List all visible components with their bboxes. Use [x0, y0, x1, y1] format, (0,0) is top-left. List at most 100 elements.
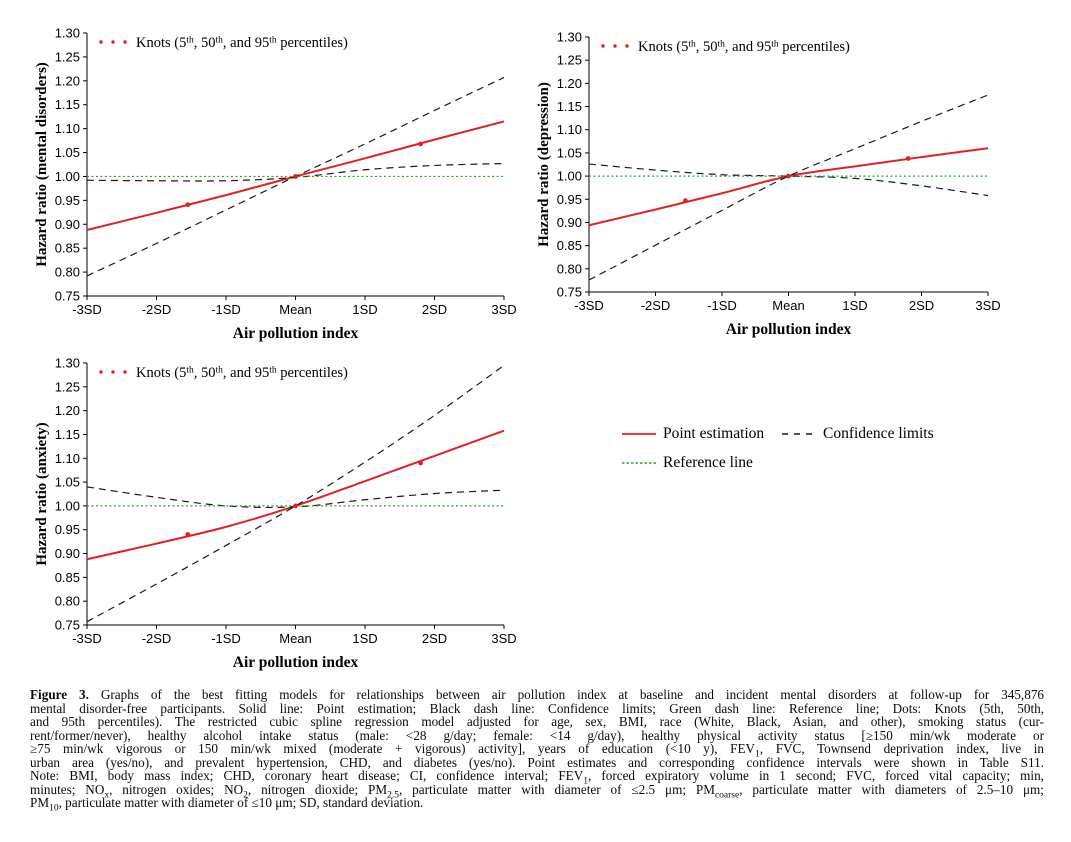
- x-tick-label: Mean: [279, 302, 312, 317]
- x-tick-label: 2SD: [422, 302, 447, 317]
- x-tick-label: 2SD: [909, 298, 934, 313]
- y-tick-label: 1.15: [557, 99, 582, 114]
- legend-row-2: Reference line: [622, 448, 934, 477]
- y-tick-label: 1.10: [557, 122, 582, 137]
- legend-row-1: Point estimation Confidence limits: [622, 419, 934, 448]
- inplot-knots-legend: Knots (5th, 50th, and 95th percentiles): [99, 35, 348, 51]
- y-tick-label: 0.75: [55, 618, 80, 633]
- x-tick-label: -2SD: [142, 631, 172, 646]
- legend-label-reference-line: Reference line: [663, 453, 753, 471]
- x-axis-title: Air pollution index: [233, 325, 359, 342]
- y-tick-label: 1.25: [55, 49, 80, 64]
- y-tick-label: 0.85: [55, 570, 80, 585]
- y-tick-label: 1.25: [557, 53, 582, 68]
- knots-legend-label: Knots (5th, 50th, and 95th percentiles): [136, 35, 348, 51]
- y-tick-label: 0.85: [557, 238, 582, 253]
- x-tick-label: 2SD: [422, 631, 447, 646]
- legend-label-point-estimation: Point estimation: [663, 424, 765, 442]
- x-tick-label: -3SD: [72, 631, 102, 646]
- caption-line-3: and 95th percentiles). The restricted cu…: [30, 714, 1044, 730]
- caption-line-9: PM10, particulate matter with diameter o…: [30, 795, 424, 815]
- x-tick-label: -3SD: [72, 302, 102, 317]
- caption-line-6: urban area (yes/no), and prevalent hyper…: [30, 754, 1044, 770]
- chart-panel-anxiety: 0.75 0.80 0.85 0.90 0.95 1.00 1.05 1.10 1.15 1.20…: [0, 340, 530, 690]
- x-tick-label: -2SD: [641, 298, 671, 313]
- x-tick-label: Mean: [279, 631, 312, 646]
- axes: 0.75 0.80 0.85 0.90 0.95 1.00 1.05 1.10 1.15 1.20…: [55, 26, 517, 318]
- y-tick-label: 1.25: [55, 379, 80, 394]
- y-axis-title: Hazard ratio (mental disorders): [34, 62, 50, 267]
- spline-chart-anxiety: 0.75 0.80 0.85 0.90 0.95 1.00 1.05 1.10 1.15 1.20…: [34, 356, 517, 672]
- axes: 0.75 0.80 0.85 0.90 0.95 1.00 1.05 1.10 1.15 1.20…: [55, 356, 517, 647]
- x-tick-label: Mean: [772, 298, 805, 313]
- knots-legend-dot: [123, 40, 127, 44]
- y-tick-label: 1.00: [557, 169, 582, 184]
- figure-caption: Figure 3. Graphs of the best fitting mod…: [30, 687, 1045, 815]
- x-tick-label: 3SD: [491, 631, 516, 646]
- knot-dot: [683, 198, 688, 204]
- y-tick-label: 0.85: [55, 241, 80, 256]
- x-axis-title: Air pollution index: [233, 654, 359, 671]
- chart-panel-depression: 0.75 0.80 0.85 0.90 0.95 1.00 1.05 1.10 1.15 1.20…: [535, 0, 1065, 350]
- y-tick-label: 1.00: [55, 169, 80, 184]
- series-lines: [86, 364, 505, 623]
- y-tick-label: 0.80: [557, 261, 582, 276]
- y-tick-label: 1.15: [55, 97, 80, 112]
- y-tick-label: 0.90: [55, 217, 80, 232]
- caption-line-2: mental disorder-free participants. Solid…: [30, 700, 1044, 716]
- y-tick-label: 1.00: [55, 498, 80, 513]
- confidence-limits-line-swatch: [782, 432, 816, 435]
- knot-dot: [786, 173, 791, 179]
- y-tick-label: 1.10: [55, 451, 80, 466]
- legend-label-confidence-limits: Confidence limits: [823, 424, 934, 442]
- y-tick-label: 1.30: [55, 26, 80, 41]
- y-tick-label: 0.95: [557, 192, 582, 207]
- knots-legend-dot: [625, 44, 629, 48]
- x-tick-label: -1SD: [707, 298, 737, 313]
- caption-line-5: ≥75 min/wk vigorous or 150 min/wk mixed …: [30, 741, 1044, 760]
- y-tick-label: 1.30: [557, 30, 582, 45]
- y-tick-label: 0.80: [55, 265, 80, 280]
- reference-line-swatch: [622, 461, 656, 464]
- caption-line-8: minutes; NOx, nitrogen oxides; NO2, nitr…: [30, 781, 1044, 801]
- knot-dot: [905, 156, 911, 161]
- x-tick-label: 3SD: [975, 298, 1000, 313]
- y-tick-label: 0.95: [55, 522, 80, 537]
- axes: 0.75 0.80 0.85 0.90 0.95 1.00 1.05 1.10 1.15 1.20…: [557, 30, 1001, 314]
- knot-dot: [185, 202, 191, 208]
- knots-legend-dot: [99, 370, 103, 374]
- knot-dot: [185, 532, 191, 537]
- x-axis-title: Air pollution index: [726, 321, 852, 338]
- x-tick-label: -2SD: [142, 302, 172, 317]
- knot-dots: [683, 156, 911, 204]
- y-tick-label: 1.20: [557, 76, 582, 91]
- inplot-knots-legend: Knots (5th, 50th, and 95th percentiles): [601, 39, 850, 55]
- series-ci: [86, 364, 505, 623]
- knots-legend-dot: [601, 44, 605, 48]
- caption-line-1: Figure 3. Graphs of the best fitting mod…: [30, 687, 1045, 702]
- knot-dot: [418, 141, 423, 147]
- y-axis-title: Hazard ratio (depression): [536, 82, 552, 247]
- y-tick-label: 0.95: [55, 193, 80, 208]
- y-tick-label: 0.75: [557, 285, 582, 300]
- series-point: [86, 429, 505, 561]
- knots-legend-dot: [111, 370, 115, 374]
- shared-legend: Point estimation Confidence limits Refer…: [622, 419, 934, 477]
- knot-dot: [293, 503, 298, 509]
- x-tick-label: 1SD: [352, 302, 377, 317]
- x-tick-label: -1SD: [211, 631, 241, 646]
- y-tick-label: 1.05: [557, 145, 582, 160]
- y-tick-label: 0.90: [55, 546, 80, 561]
- point-estimation-line-swatch: [622, 432, 656, 435]
- spline-chart-depression: 0.75 0.80 0.85 0.90 0.95 1.00 1.05 1.10 1.15 1.20…: [536, 30, 1001, 339]
- y-tick-label: 1.20: [55, 403, 80, 418]
- knot-dots: [185, 460, 423, 537]
- inplot-knots-legend: Knots (5th, 50th, and 95th percentiles): [99, 365, 348, 381]
- y-tick-label: 0.90: [557, 215, 582, 230]
- y-axis-title: Hazard ratio (anxiety): [34, 422, 50, 565]
- series-lines: [588, 94, 989, 281]
- knots-legend-dot: [123, 370, 127, 374]
- y-tick-label: 1.30: [55, 356, 80, 371]
- knots-legend-dot: [613, 44, 617, 48]
